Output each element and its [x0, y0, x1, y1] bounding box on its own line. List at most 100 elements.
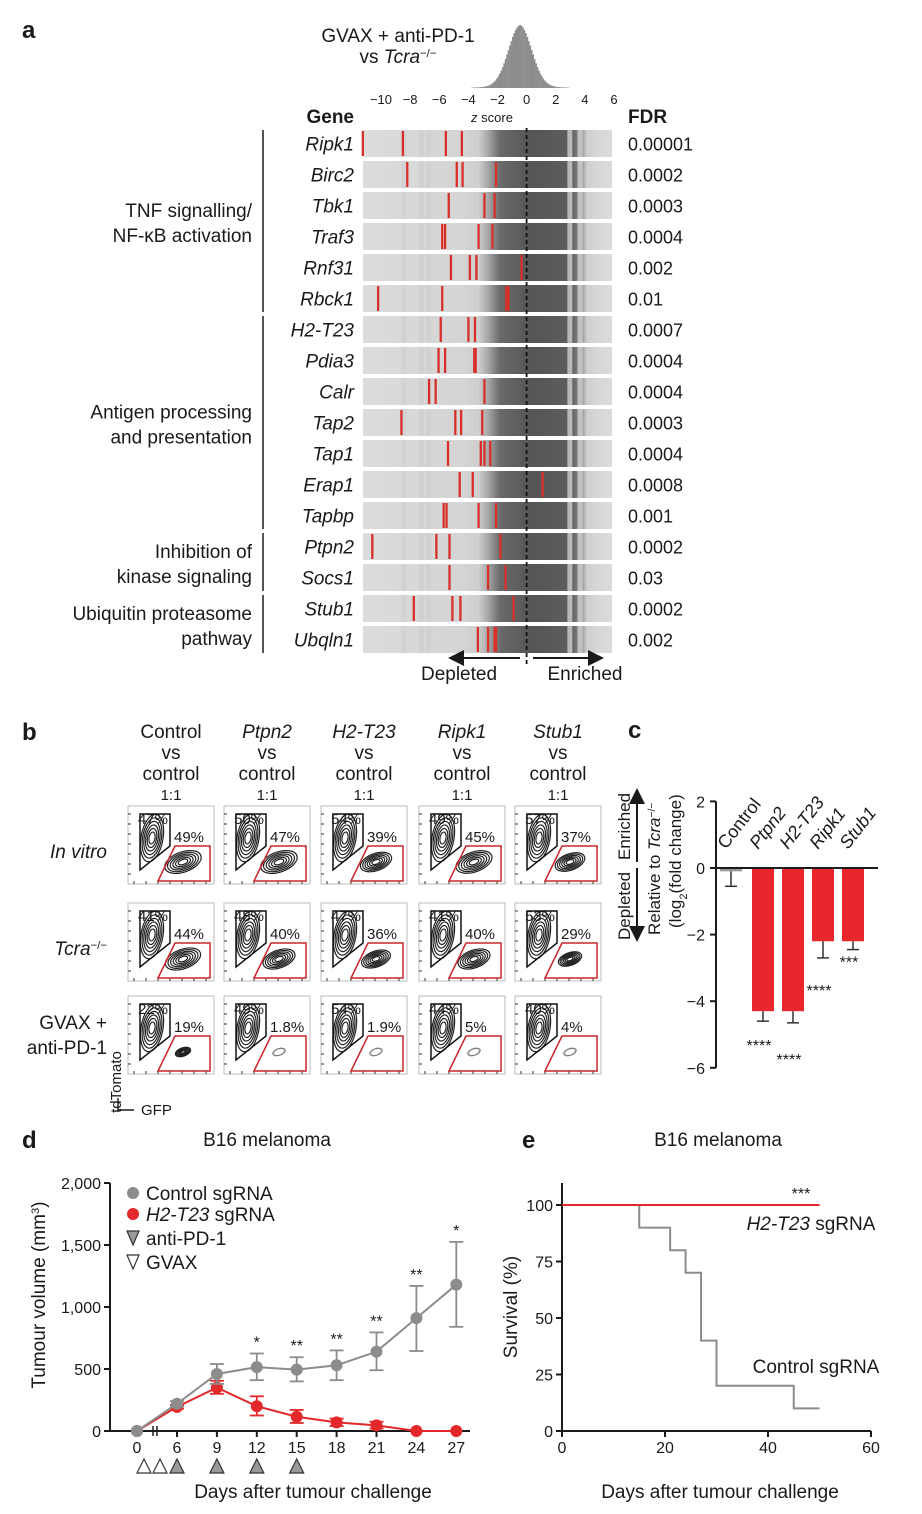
- gene-name: Stub1: [304, 600, 354, 621]
- legend-gvax-icon: [126, 1254, 140, 1271]
- background-band: [587, 347, 593, 374]
- background-band: [472, 161, 478, 188]
- gene-row-tapbp: Tapbp 0.001: [302, 502, 673, 529]
- histogram-bar: [530, 50, 533, 88]
- tdtomato-population-contour: [240, 824, 256, 852]
- flow-y-axis-label-part: tdTomato: [108, 1051, 125, 1113]
- background-band: [587, 471, 593, 498]
- tdtomato-gate-percent-part: 22%: [138, 1001, 168, 1018]
- fdr-value: 0.0004: [628, 383, 683, 403]
- column-ratio-label-part: 1:1: [354, 787, 375, 804]
- gene-row-ripk1: Ripk1 0.00001: [305, 130, 693, 157]
- anti-pd1-triangle-icon: [248, 1457, 265, 1474]
- gene-row-birc2: Birc2 0.0002: [311, 161, 683, 188]
- sgrna-zscore-mark: [499, 534, 502, 559]
- flow-plot: 40% 4%: [514, 995, 602, 1075]
- background-band: [567, 223, 573, 250]
- column-ratio-label: 1:1: [548, 787, 569, 804]
- sgrna-zscore-mark: [494, 162, 498, 187]
- tdtomato-gate: [332, 813, 364, 872]
- legend-h2-t23-label: H2-T23 sgRNA: [146, 1205, 275, 1226]
- background-band: [466, 564, 472, 591]
- gene-strip: [363, 254, 612, 281]
- gfp-gate: [252, 845, 307, 882]
- y-axis-label-part: Tumour volume (mm: [29, 1214, 50, 1389]
- background-band: [418, 130, 424, 157]
- flow-plot: 50% 47%: [223, 805, 311, 885]
- x-tick-label: 0: [133, 1440, 142, 1457]
- y-tick-label-part: −4: [687, 994, 705, 1011]
- gene-name-part: Birc2: [311, 166, 355, 187]
- sgrna-zscore-mark: [434, 379, 437, 404]
- gfp-population-contour: [565, 859, 575, 865]
- legend-anti-pd1-icon: [126, 1230, 140, 1247]
- sgrna-zscore-mark: [444, 131, 447, 156]
- tdtomato-population-contour: [531, 1014, 547, 1042]
- fdr-value: 0.0002: [628, 600, 683, 620]
- sgrna-zscore-mark: [475, 255, 478, 280]
- gfp-population-contour: [262, 948, 296, 970]
- bar-stub1: [842, 868, 864, 942]
- panel-label-b: b: [22, 719, 37, 746]
- gfp-gate: [543, 845, 598, 882]
- column-ratio-label: 1:1: [452, 787, 473, 804]
- gfp-gate: [447, 1035, 502, 1072]
- tdtomato-population-contour: [244, 928, 252, 942]
- significance-stars: **: [370, 1313, 382, 1330]
- gfp-gate-percent-part: 36%: [367, 926, 397, 943]
- significance-stars-part: ****: [747, 1038, 772, 1055]
- background-band: [472, 440, 478, 467]
- gene-row-ubqln1: Ubqln1 0.002: [294, 626, 673, 653]
- sgrna-zscore-mark: [441, 286, 444, 311]
- fdr-value-part: 0.0003: [628, 414, 683, 434]
- y-tick-label: 75: [535, 1255, 553, 1272]
- gene-name-part: Rbck1: [300, 290, 354, 311]
- significance-stars-part: *: [453, 1223, 459, 1240]
- sgrna-zscore-mark: [461, 162, 464, 187]
- column-gene-label: Ptpn2: [242, 722, 292, 743]
- fdr-value-part: 0.0004: [628, 228, 683, 248]
- tdtomato-gate: [139, 1003, 171, 1062]
- tdtomato-population-contour: [146, 827, 158, 849]
- tdtomato-population-contour: [533, 1017, 545, 1039]
- sgrna-zscore-mark: [471, 472, 474, 497]
- y-axis-label-line2-part: (fold change): [666, 794, 685, 893]
- gfp-population-contour: [175, 953, 191, 965]
- panel-label-e-part: e: [522, 1127, 535, 1154]
- background-band: [577, 378, 583, 405]
- data-point: [131, 1425, 143, 1437]
- tdtomato-population-contour: [148, 1021, 156, 1035]
- significance-stars: ****: [777, 1052, 802, 1069]
- background-band: [418, 161, 424, 188]
- gfp-population-contour: [566, 956, 574, 962]
- z-axis-tick-label-part: −4: [461, 92, 476, 107]
- data-point: [290, 1410, 303, 1423]
- legend-gvax-label-part: GVAX: [146, 1253, 198, 1274]
- tdtomato-gate-percent: 44%: [429, 1001, 459, 1018]
- y-tick-label-part: 50: [535, 1311, 553, 1328]
- gvax-triangle-icon: [136, 1457, 152, 1474]
- gene-row-tap1: Tap1 0.0004: [312, 440, 683, 467]
- gfp-population-contour: [166, 851, 200, 873]
- tdtomato-population-contour: [242, 827, 254, 849]
- background-band: [401, 440, 407, 467]
- column-ratio-label: 1:1: [161, 787, 182, 804]
- background-band: [472, 409, 478, 436]
- group-label-part: TNF signalling/: [125, 201, 252, 222]
- gene-row-tap2: Tap2 0.0003: [312, 409, 683, 436]
- tdtomato-population-contour: [242, 1017, 254, 1039]
- gfp-population-contour: [556, 853, 584, 871]
- y-tick-label-part: 100: [526, 1198, 553, 1215]
- y-axis-label-part: ): [29, 1201, 50, 1207]
- z-axis-tick-label-part: 0: [523, 92, 530, 107]
- gfp-population-contour: [272, 1047, 286, 1057]
- y-tick-label: 0: [696, 861, 705, 878]
- chart-title: B16 melanoma: [654, 1130, 782, 1151]
- tdtomato-population-contour: [334, 1007, 356, 1049]
- row-label: Tcra−/−: [54, 939, 107, 960]
- gene-row-rbck1: Rbck1 0.01: [300, 285, 663, 312]
- tdtomato-population-contour: [434, 917, 452, 953]
- background-band: [426, 502, 432, 529]
- background-band: [426, 130, 432, 157]
- tdtomato-population-contour: [144, 921, 160, 949]
